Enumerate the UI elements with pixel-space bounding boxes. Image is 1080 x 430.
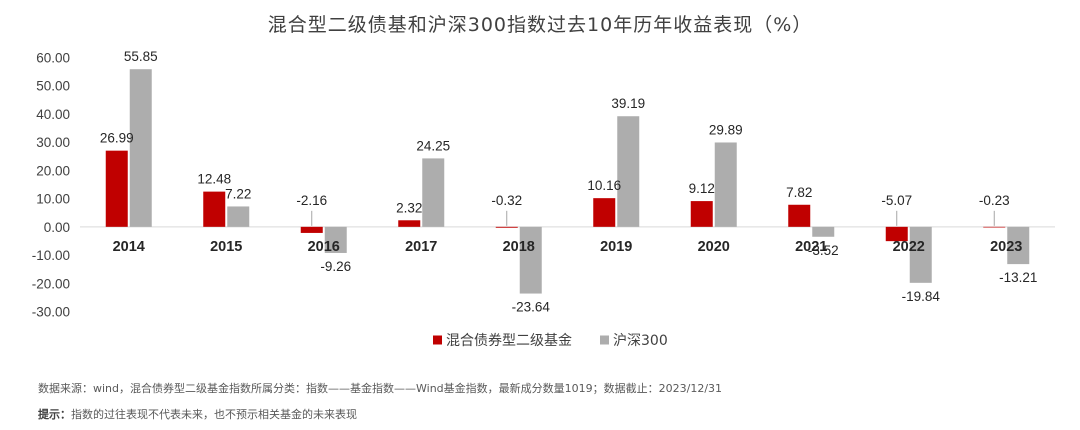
x-category-label: 2022 — [893, 239, 925, 255]
y-tick-label: 50.00 — [36, 79, 70, 94]
y-tick-label: -10.00 — [32, 248, 70, 263]
tip-text: 指数的过往表现不代表未来，也不预示相关基金的未来表现 — [71, 408, 357, 421]
x-category-label: 2021 — [795, 239, 827, 255]
data-label-fund: 7.82 — [786, 185, 812, 200]
chart: 混合型二级债基和沪深300指数过去10年历年收益表现（%） 60.00 50.00… — [32, 14, 1055, 349]
bar-csi300 — [422, 158, 445, 227]
data-label-fund: 10.16 — [587, 178, 621, 193]
legend-label-csi300: 沪深300 — [613, 333, 668, 349]
data-label-csi300: 7.22 — [225, 186, 251, 201]
x-category-label: 2017 — [405, 239, 437, 255]
x-category-label: 2016 — [308, 239, 340, 255]
tip-label: 提示： — [38, 408, 71, 421]
bar-fund — [983, 226, 1006, 228]
data-label-csi300: 39.19 — [611, 96, 645, 111]
bar-fund — [885, 226, 908, 242]
data-label-fund: -0.23 — [979, 193, 1010, 208]
bar-csi300 — [812, 226, 835, 237]
y-tick-label: 0.00 — [44, 220, 70, 235]
bar-csi300 — [519, 226, 542, 294]
bar-fund — [300, 226, 323, 233]
y-tick-label: 60.00 — [36, 51, 70, 66]
bar-fund — [398, 220, 421, 227]
y-tick-label: 10.00 — [36, 192, 70, 207]
source-note: 数据来源：wind，混合债券型二级基金指数所属分类：指数——基金指数——Wind… — [38, 382, 723, 395]
bar-csi300 — [909, 226, 932, 283]
data-label-fund: -0.32 — [491, 193, 522, 208]
legend: 混合债券型二级基金 沪深300 — [433, 332, 668, 349]
bar-csi300 — [324, 226, 347, 253]
legend-swatch-csi300 — [600, 335, 609, 345]
bar-csi300 — [129, 69, 152, 227]
data-label-csi300: -3.52 — [808, 243, 839, 258]
data-label-csi300: -23.64 — [512, 300, 551, 315]
bar-fund — [788, 204, 811, 227]
bars — [105, 69, 1030, 294]
data-label-csi300: 29.89 — [709, 122, 743, 137]
x-axis-labels: 2014 2015 2016 2017 2018 2019 2020 2021 2022 2023 — [113, 239, 1023, 255]
x-category-label: 2020 — [698, 239, 730, 255]
y-tick-label: -20.00 — [32, 276, 70, 291]
data-labels: 26.99 55.85 12.487.22 -2.16 -9.26 2.32 24.25 -0… — [100, 49, 1038, 314]
bar-fund — [593, 198, 616, 227]
legend-swatch-fund — [433, 335, 442, 345]
x-category-label: 2019 — [600, 239, 632, 255]
bar-fund — [105, 150, 128, 227]
bar-csi300 — [617, 116, 640, 227]
data-label-csi300: 24.25 — [416, 138, 450, 153]
x-category-label: 2015 — [210, 239, 242, 255]
data-label-csi300: -13.21 — [999, 270, 1037, 285]
y-axis: 60.00 50.00 40.00 30.00 20.00 10.00 0.00 -10.00… — [32, 51, 70, 320]
data-label-fund: 26.99 — [100, 131, 134, 146]
data-label-fund: 9.12 — [689, 181, 715, 196]
legend-label-fund: 混合债券型二级基金 — [446, 332, 572, 349]
x-category-label: 2023 — [990, 239, 1022, 255]
data-label-csi300: 55.85 — [124, 49, 158, 64]
bar-fund — [690, 201, 713, 227]
chart-title: 混合型二级债基和沪深300指数过去10年历年收益表现（%） — [268, 14, 813, 36]
data-label-fund: 2.32 — [396, 200, 422, 215]
bar-csi300 — [227, 206, 250, 227]
x-category-label: 2014 — [113, 239, 145, 255]
data-label-csi300: -19.84 — [902, 289, 941, 304]
y-tick-label: 30.00 — [36, 135, 70, 150]
y-tick-label: 20.00 — [36, 163, 70, 178]
bar-fund — [203, 191, 226, 227]
data-label-fund: 12.48 — [197, 172, 231, 187]
disclaimer: 提示：指数的过往表现不代表未来，也不预示相关基金的未来表现 — [38, 406, 357, 422]
data-label-fund: -2.16 — [296, 193, 327, 208]
bar-csi300 — [1007, 226, 1030, 265]
y-tick-label: 40.00 — [36, 107, 70, 122]
x-category-label: 2018 — [503, 239, 535, 255]
y-tick-label: -30.00 — [32, 305, 70, 320]
bar-fund — [495, 226, 518, 228]
data-label-csi300: -9.26 — [320, 259, 351, 274]
data-label-fund: -5.07 — [881, 193, 912, 208]
bar-csi300 — [714, 142, 737, 227]
